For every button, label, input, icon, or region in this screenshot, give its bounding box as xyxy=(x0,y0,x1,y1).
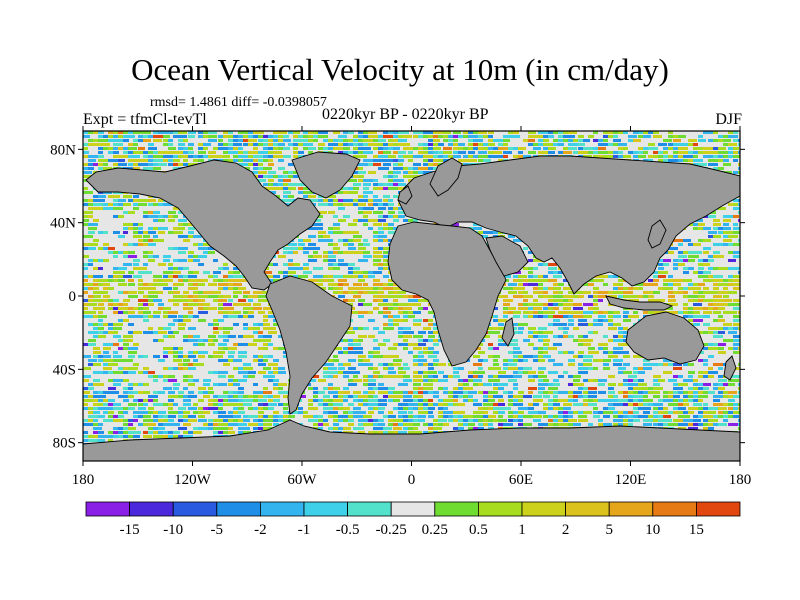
colorbar: -15 -10 -5 -2 -1 -0.5 -0.25 0.25 0.5 1 2 5 10 15 xyxy=(85,501,741,538)
colorbar-swatch xyxy=(172,501,218,517)
colorbar-swatch xyxy=(434,501,479,517)
land-arabia xyxy=(485,235,529,277)
lon-tick-label: 60E xyxy=(509,472,533,488)
colorbar-label: 10 xyxy=(645,522,660,538)
lat-tick-label: 40N xyxy=(50,216,76,232)
colorbar-swatch xyxy=(85,501,130,517)
lon-tick-label: 180 xyxy=(72,472,95,488)
lon-tick-label: 120E xyxy=(615,472,647,488)
land-madagascar xyxy=(501,317,515,347)
stats-text: rmsd= 1.4861 diff= -0.0398057 xyxy=(150,95,327,110)
lon-tick-label: 60W xyxy=(287,472,317,488)
lat-tick-label: 80N xyxy=(50,142,76,158)
colorbar-swatch xyxy=(696,501,741,517)
experiment-label: Expt = tfmCl-tevTl xyxy=(83,111,207,128)
lat-tick-label: 0 xyxy=(69,289,77,305)
colorbar-swatch xyxy=(477,501,523,517)
colorbar-label: -1 xyxy=(298,522,311,538)
colorbar-label: 5 xyxy=(605,522,613,538)
colorbar-swatch xyxy=(521,501,566,517)
colorbar-swatch xyxy=(608,501,654,517)
land-north-america xyxy=(85,159,321,291)
lon-tick-label: 120W xyxy=(174,472,212,488)
colorbar-label: 1 xyxy=(518,522,526,538)
lon-tick-label: 180 xyxy=(729,472,752,488)
colorbar-swatch xyxy=(129,501,174,517)
land-australia xyxy=(625,311,705,365)
land-indonesia xyxy=(605,295,674,311)
land-new-zealand xyxy=(723,355,737,381)
lat-tick-label: 80S xyxy=(53,436,76,452)
colorbar-label: -10 xyxy=(163,522,183,538)
colorbar-label: 0.5 xyxy=(469,522,488,538)
land-british-isles xyxy=(397,185,413,205)
colorbar-swatch xyxy=(652,501,697,517)
land-greenland xyxy=(291,151,361,199)
colorbar-label: -0.25 xyxy=(376,522,407,538)
colorbar-swatch xyxy=(303,501,348,517)
lon-tick-label: 0 xyxy=(408,472,416,488)
lat-tick-label: 40S xyxy=(53,362,76,378)
colorbar-swatch xyxy=(347,501,392,517)
land-scandinavia xyxy=(429,157,463,197)
colorbar-swatch xyxy=(565,501,610,517)
season-label: DJF xyxy=(715,111,742,128)
land-antarctica xyxy=(83,419,740,461)
land-masses xyxy=(83,151,740,461)
land-south-america xyxy=(265,275,353,415)
land-eurasia xyxy=(397,155,740,295)
colorbar-label: -5 xyxy=(211,522,224,538)
colorbar-label: -2 xyxy=(254,522,267,538)
map-title: Ocean Vertical Velocity at 10m (in cm/da… xyxy=(131,52,669,87)
colorbar-label: -15 xyxy=(120,522,140,538)
latitude-axis: 80N 40N 0 40S 80S xyxy=(50,142,745,452)
period-label: 0220kyr BP - 0220kyr BP xyxy=(322,106,489,123)
colorbar-swatch xyxy=(259,501,305,517)
colorbar-label: 0.25 xyxy=(422,522,448,538)
colorbar-swatch xyxy=(390,501,436,517)
colorbar-label: 2 xyxy=(562,522,570,538)
land-africa xyxy=(387,221,507,367)
colorbar-swatch xyxy=(216,501,261,517)
colorbar-label: -0.5 xyxy=(336,522,360,538)
colorbar-label: 15 xyxy=(689,522,704,538)
longitude-axis: 180 120W 60W 0 60E 120E 180 xyxy=(72,126,752,488)
land-japan xyxy=(647,219,667,249)
